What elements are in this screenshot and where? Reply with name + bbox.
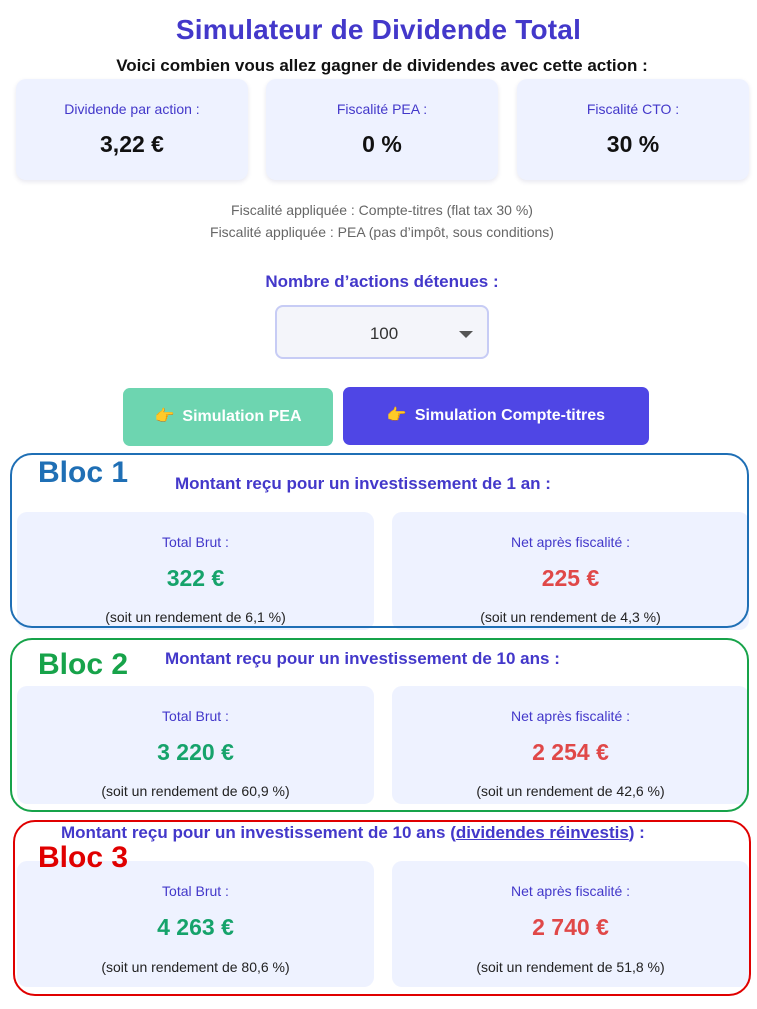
simulation-pea-label: Simulation PEA: [182, 408, 302, 425]
gross-amount: 3 220 €: [157, 739, 234, 765]
bloc3-gross-card: Total Brut : 4 263 € (soit un rendement …: [17, 861, 374, 987]
bloc2-net-card: Net après fiscalité : 2 254 € (soit un r…: [392, 686, 749, 804]
gross-yield: (soit un rendement de 6,1 %): [105, 609, 286, 625]
bloc3-title: Montant reçu pour un investissement de 1…: [61, 823, 645, 843]
bloc1-net-card: Net après fiscalité : 225 € (soit un ren…: [392, 512, 749, 630]
shares-select[interactable]: 100: [275, 305, 489, 359]
tax-note-pea: Fiscalité appliquée : PEA (pas d’impôt, …: [210, 224, 554, 240]
bloc1-title: Montant reçu pour un investissement de 1…: [175, 474, 551, 493]
page-title: Simulateur de Dividende Total: [175, 14, 582, 45]
net-label: Net après fiscalité :: [510, 708, 631, 724]
simulation-pea-button[interactable]: 👉 Simulation PEA: [123, 388, 333, 446]
gross-yield: (soit un rendement de 80,6 %): [101, 959, 290, 975]
cto-tax-label: Fiscalité CTO :: [586, 101, 680, 117]
bloc1-frame: [10, 453, 749, 628]
net-label: Net après fiscalité :: [510, 883, 631, 899]
net-yield: (soit un rendement de 42,6 %): [476, 783, 665, 799]
dividend-per-share-card: Dividende par action : 3,22 €: [16, 79, 248, 180]
bloc2-tag: Bloc 2: [38, 648, 129, 681]
shares-select-value: 100: [369, 324, 399, 343]
bloc3-net-card: Net après fiscalité : 2 740 € (soit un r…: [392, 861, 749, 987]
net-amount: 2 740 €: [532, 914, 609, 940]
cto-tax-value: 30 %: [606, 131, 660, 157]
bloc2-title: Montant reçu pour un investissement de 1…: [165, 649, 560, 668]
shares-label: Nombre d’actions détenues :: [265, 272, 499, 291]
pointing-hand-icon: 👉: [154, 408, 175, 425]
net-yield: (soit un rendement de 4,3 %): [480, 609, 661, 625]
pea-tax-value: 0 %: [362, 131, 402, 157]
gross-label: Total Brut :: [162, 708, 229, 724]
pointing-hand-icon: 👉: [386, 407, 407, 424]
dividend-per-share-value: 3,22 €: [100, 131, 164, 157]
bloc3-title-pre: Montant reçu pour un investissement de 1…: [61, 823, 456, 842]
bloc1-gross-card: Total Brut : 322 € (soit un rendement de…: [17, 512, 374, 630]
gross-amount: 4 263 €: [157, 914, 234, 940]
pea-tax-label: Fiscalité PEA :: [336, 101, 428, 117]
reinvested-dividends-link[interactable]: dividendes réinvestis: [455, 823, 629, 842]
simulation-cto-label: Simulation Compte-titres: [414, 407, 606, 424]
dividend-per-share-label: Dividende par action :: [64, 101, 200, 117]
bloc2-gross-card: Total Brut : 3 220 € (soit un rendement …: [17, 686, 374, 804]
gross-label: Total Brut :: [162, 534, 229, 550]
bloc3-title-post: ) :: [628, 823, 645, 842]
chevron-down-icon: [459, 331, 473, 338]
bloc1-tag: Bloc 1: [38, 456, 129, 489]
net-amount: 2 254 €: [532, 739, 609, 765]
net-amount: 225 €: [541, 565, 600, 591]
gross-yield: (soit un rendement de 60,9 %): [101, 783, 290, 799]
pea-tax-card: Fiscalité PEA : 0 %: [266, 79, 498, 180]
cto-tax-card: Fiscalité CTO : 30 %: [517, 79, 749, 180]
gross-amount: 322 €: [166, 565, 225, 591]
bloc3-tag: Bloc 3: [38, 841, 129, 874]
net-yield: (soit un rendement de 51,8 %): [476, 959, 665, 975]
tax-note-cto: Fiscalité appliquée : Compte-titres (fla…: [231, 202, 533, 218]
net-label: Net après fiscalité :: [510, 534, 631, 550]
bloc3-frame: [13, 820, 751, 996]
simulation-cto-button[interactable]: 👉 Simulation Compte-titres: [343, 387, 649, 445]
gross-label: Total Brut :: [162, 883, 229, 899]
page-subtitle: Voici combien vous allez gagner de divid…: [116, 56, 648, 75]
bloc2-frame: [10, 638, 749, 812]
